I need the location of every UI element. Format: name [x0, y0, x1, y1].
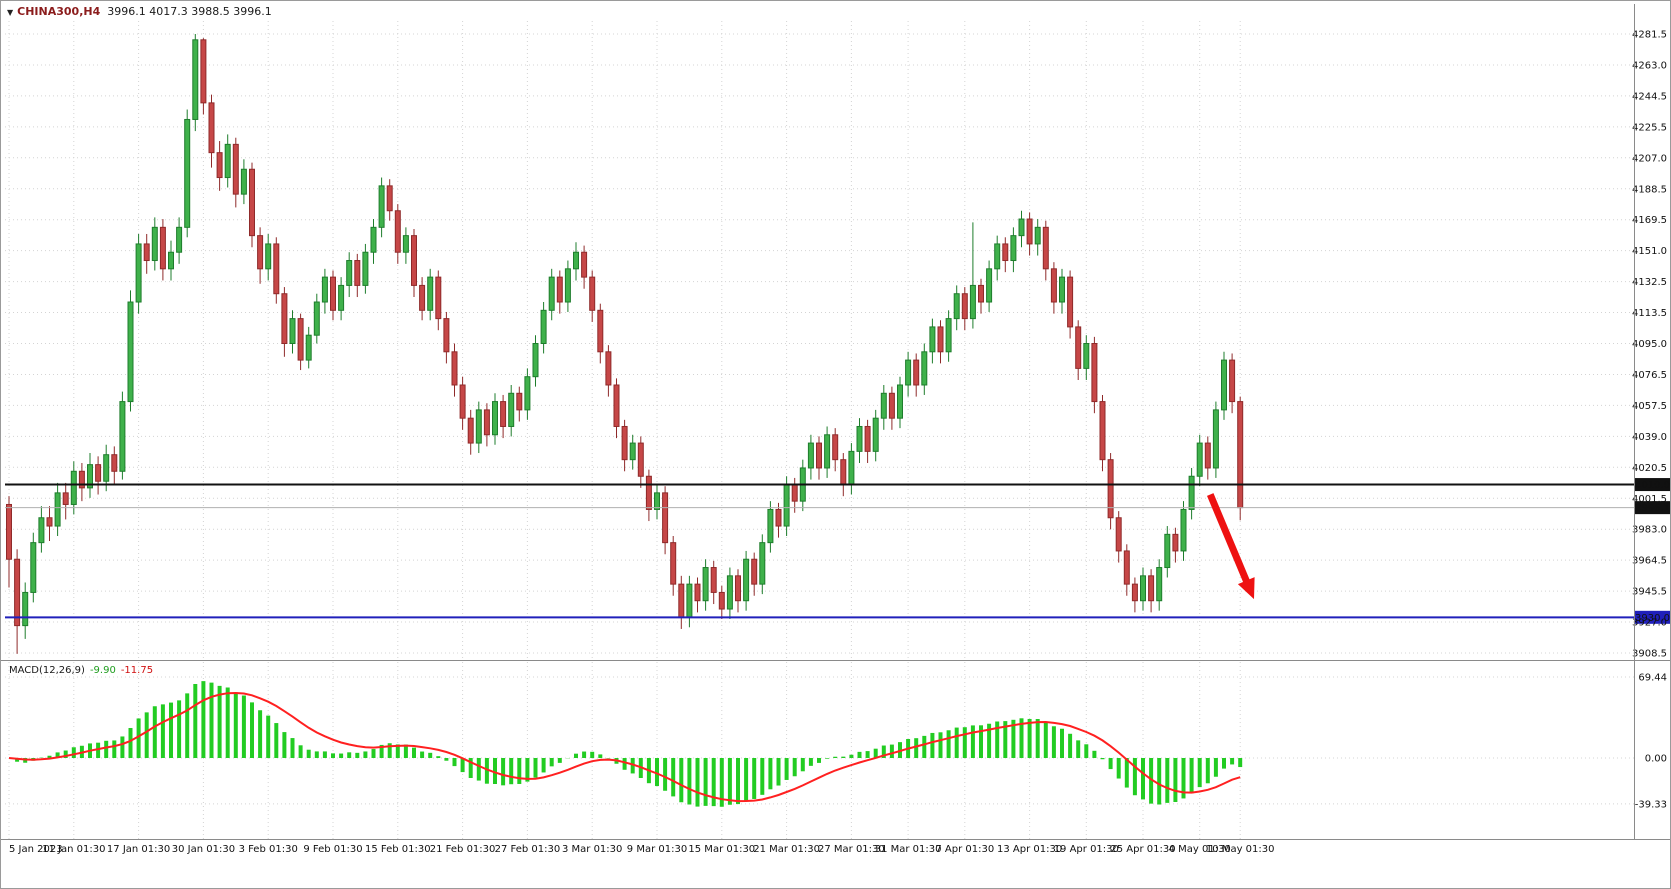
svg-text:0.00: 0.00 [1645, 754, 1667, 765]
svg-text:4020.5: 4020.5 [1632, 463, 1667, 474]
svg-text:4151.0: 4151.0 [1632, 246, 1667, 257]
svg-text:4001.5: 4001.5 [1632, 494, 1667, 505]
svg-text:69.44: 69.44 [1638, 673, 1667, 684]
svg-text:25 Apr 01:30: 25 Apr 01:30 [1110, 844, 1175, 855]
svg-text:30 Jan 01:30: 30 Jan 01:30 [172, 844, 235, 855]
svg-text:11 Jan 01:30: 11 Jan 01:30 [42, 844, 105, 855]
svg-text:3983.0: 3983.0 [1632, 525, 1667, 536]
svg-text:4263.0: 4263.0 [1632, 60, 1667, 71]
svg-text:4281.5: 4281.5 [1632, 30, 1667, 41]
svg-text:4188.5: 4188.5 [1632, 184, 1667, 195]
svg-text:4010.0: 4010.0 [1635, 480, 1670, 491]
svg-text:4169.5: 4169.5 [1632, 215, 1667, 226]
macd-signal-line [8, 691, 1241, 803]
svg-text:4207.0: 4207.0 [1632, 153, 1667, 164]
svg-text:21 Feb 01:30: 21 Feb 01:30 [430, 844, 496, 855]
macd-main-value: -9.90 [89, 665, 116, 676]
svg-text:27 Mar 01:30: 27 Mar 01:30 [818, 844, 885, 855]
svg-text:7 Apr 01:30: 7 Apr 01:30 [935, 844, 994, 855]
price-tag-3930.0 [1635, 610, 1670, 624]
candles-layer [6, 34, 1244, 654]
symbol-dropdown-icon[interactable]: ▼ [7, 8, 14, 17]
svg-text:15 Mar 01:30: 15 Mar 01:30 [688, 844, 755, 855]
pane-separators [1, 4, 1670, 840]
ohlc-quote-label: 3996.1 4017.3 3988.5 3996.1 [107, 5, 272, 18]
svg-text:3 Mar 01:30: 3 Mar 01:30 [562, 844, 622, 855]
svg-text:27 Feb 01:30: 27 Feb 01:30 [495, 844, 561, 855]
svg-text:3930.0: 3930.0 [1635, 613, 1670, 624]
svg-text:15 Feb 01:30: 15 Feb 01:30 [365, 844, 431, 855]
svg-text:4057.5: 4057.5 [1632, 401, 1667, 412]
price-tag-4010.0 [1635, 478, 1670, 492]
svg-text:3964.5: 3964.5 [1632, 556, 1667, 567]
svg-text:4113.5: 4113.5 [1632, 308, 1667, 319]
svg-text:3 Feb 01:30: 3 Feb 01:30 [239, 844, 298, 855]
svg-text:4076.5: 4076.5 [1632, 370, 1667, 381]
indicator-label: MACD(12,26,9) -9.90 -11.75 [9, 665, 153, 676]
price-tags: 4010.0 3996.1 3930.0 [1635, 478, 1670, 624]
trend-arrow[interactable] [1207, 493, 1255, 600]
svg-text:31 Mar 01:30: 31 Mar 01:30 [875, 844, 942, 855]
svg-text:4 May 01:30: 4 May 01:30 [1169, 844, 1231, 855]
svg-text:13 Apr 01:30: 13 Apr 01:30 [997, 844, 1062, 855]
svg-text:10 May 01:30: 10 May 01:30 [1206, 844, 1275, 855]
svg-text:4244.5: 4244.5 [1632, 91, 1667, 102]
svg-text:9 Mar 01:30: 9 Mar 01:30 [627, 844, 687, 855]
svg-text:17 Jan 01:30: 17 Jan 01:30 [107, 844, 170, 855]
svg-text:4225.5: 4225.5 [1632, 122, 1667, 133]
svg-text:4039.0: 4039.0 [1632, 432, 1667, 443]
svg-text:-39.33: -39.33 [1635, 799, 1667, 810]
svg-text:5 Jan 2023: 5 Jan 2023 [9, 844, 63, 855]
svg-text:4095.0: 4095.0 [1632, 339, 1667, 350]
price-tag-3996.1 [1635, 501, 1670, 515]
macd-histogram [15, 681, 1243, 807]
horizontal-lines[interactable] [5, 483, 1634, 619]
svg-text:3908.5: 3908.5 [1632, 649, 1667, 660]
svg-text:3996.1: 3996.1 [1635, 503, 1670, 514]
macd-name-label: MACD(12,26,9) [9, 665, 85, 676]
price-axis-labels[interactable]: 4281.5 4263.0 4244.5 4225.5 4207.0 4188.5 4169… [1632, 30, 1667, 811]
svg-text:3945.5: 3945.5 [1632, 587, 1667, 598]
svg-text:9 Feb 01:30: 9 Feb 01:30 [303, 844, 362, 855]
svg-text:21 Mar 01:30: 21 Mar 01:30 [753, 844, 820, 855]
svg-text:4132.5: 4132.5 [1632, 277, 1667, 288]
symbol-timeframe-label: CHINA300,H4 [17, 5, 101, 18]
chart-header: ▼ CHINA300,H4 3996.1 4017.3 3988.5 3996.1 [7, 5, 272, 18]
grid-layer [5, 21, 1634, 839]
macd-signal-value: -11.75 [120, 665, 154, 676]
svg-text:3927.0: 3927.0 [1632, 618, 1667, 629]
svg-text:19 Apr 01:30: 19 Apr 01:30 [1054, 844, 1119, 855]
